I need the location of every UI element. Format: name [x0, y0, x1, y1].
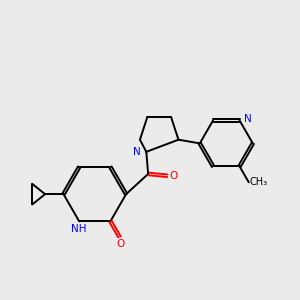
Text: N: N: [244, 114, 251, 124]
Text: CH₃: CH₃: [250, 177, 268, 187]
Text: N: N: [133, 147, 141, 157]
Text: NH: NH: [71, 224, 86, 234]
Text: O: O: [170, 171, 178, 181]
Text: O: O: [117, 239, 125, 249]
